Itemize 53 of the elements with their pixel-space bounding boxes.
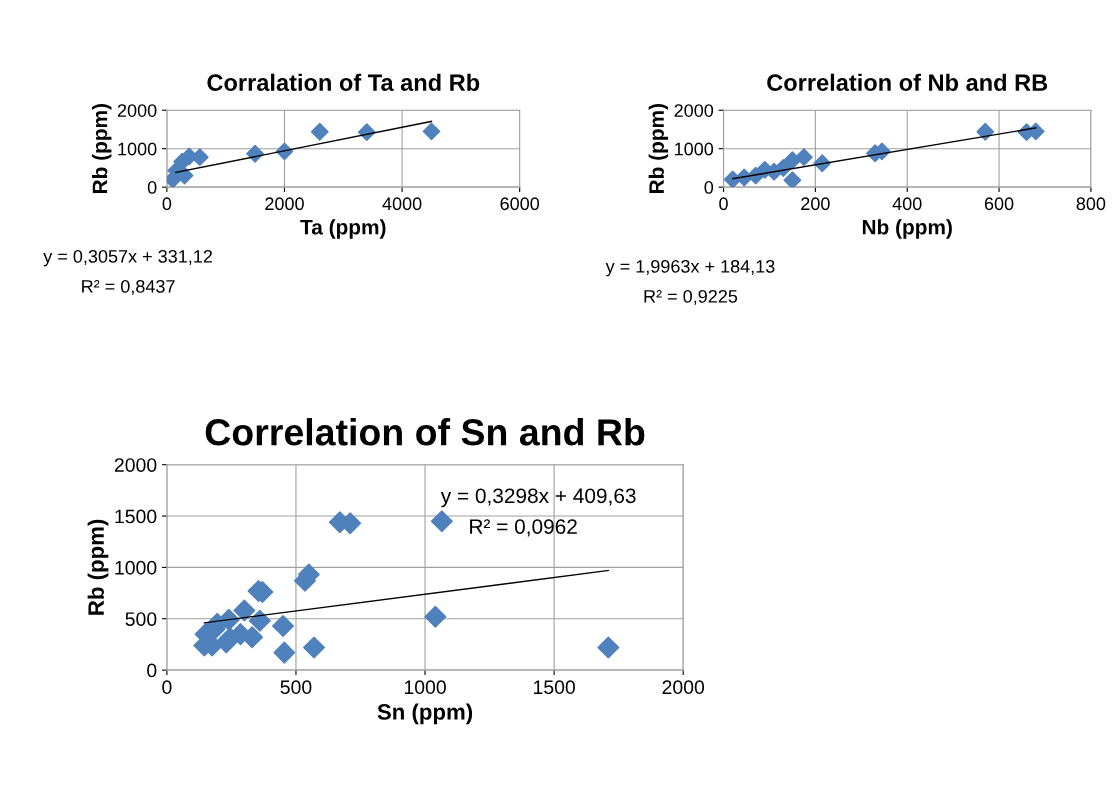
y-axis-title: Rb (ppm)	[648, 104, 669, 193]
point	[310, 122, 329, 141]
point	[422, 122, 441, 141]
x-tick-label: 400	[892, 197, 922, 211]
x-tick-label: 600	[984, 197, 1014, 211]
y-tick-label: 2000	[674, 104, 714, 117]
chart-title: Corralation of Ta and Rb	[207, 73, 480, 92]
y-tick-label: 0	[704, 181, 714, 194]
x-tick-label: 0	[162, 680, 172, 695]
y-tick-label: 500	[125, 612, 157, 626]
y-tick-label: 1500	[115, 509, 157, 524]
text: R² = 0,8437	[82, 279, 175, 295]
point	[783, 171, 802, 188]
point	[273, 641, 296, 664]
x-axis-title: Sn (ppm)	[377, 703, 473, 725]
y-tick-label: 1000	[115, 560, 157, 575]
point	[597, 636, 620, 659]
y-tick-label: 1000	[118, 142, 157, 156]
x-tick-label: 500	[280, 680, 312, 695]
annotation: y = 0,3298x + 409,63	[440, 488, 636, 508]
y-tick-label: 2000	[117, 104, 157, 117]
annotation: R² = 0,0962	[470, 519, 577, 537]
x-tick-label: 6000	[500, 197, 540, 211]
x-tick-label: 800	[1076, 197, 1106, 211]
point	[424, 605, 447, 628]
x-tick-label: 200	[801, 197, 830, 211]
x-tick-label: 1000	[404, 680, 446, 695]
point	[430, 510, 453, 533]
x-axis-title: Ta (ppm)	[300, 219, 386, 239]
x-axis-title: Nb (ppm)	[862, 219, 952, 239]
point	[794, 148, 813, 167]
x-tick-label: 0	[162, 197, 172, 211]
chart-title: Correlation of Nb and RB	[767, 73, 1048, 92]
y-tick-label: 0	[147, 663, 157, 678]
x-tick-label: 2000	[265, 197, 304, 211]
text: y = 0,3057x + 331,12	[43, 249, 212, 267]
chart-title: Correlation of Sn and Rb	[205, 418, 645, 446]
point	[248, 609, 271, 632]
point	[976, 122, 995, 141]
text: R² = 0,9225	[644, 289, 738, 305]
y-tick-label: 1000	[675, 142, 714, 156]
y-tick-label: 0	[147, 181, 157, 194]
point	[233, 599, 256, 622]
point	[303, 636, 326, 659]
y-tick-label: 2000	[114, 458, 157, 472]
point	[241, 626, 264, 649]
point	[272, 614, 295, 637]
text: y = 1,9963x + 184,13	[605, 259, 775, 277]
x-tick-label: 4000	[382, 197, 422, 211]
y-axis-title: Rb (ppm)	[92, 104, 112, 193]
x-tick-label: 0	[719, 197, 728, 211]
y-axis-title: Rb (ppm)	[87, 519, 109, 615]
x-tick-label: 1500	[533, 680, 575, 695]
